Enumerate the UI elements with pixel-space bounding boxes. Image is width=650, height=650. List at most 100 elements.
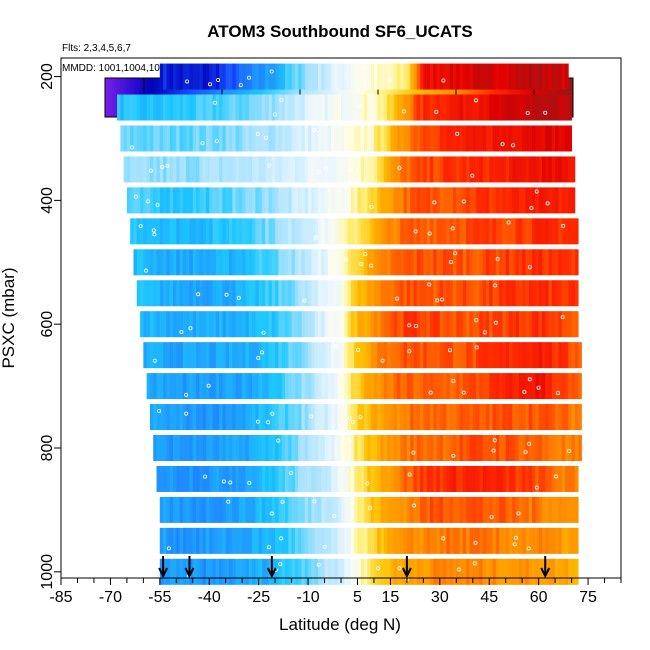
heatmap-cell bbox=[518, 404, 523, 431]
heatmap-cell bbox=[482, 249, 487, 276]
heatmap-cell bbox=[574, 249, 579, 276]
sample-marker bbox=[561, 223, 566, 228]
heatmap-cell bbox=[304, 527, 309, 554]
heatmap-cell bbox=[548, 125, 553, 152]
heatmap-cell bbox=[548, 527, 553, 554]
heatmap-cell bbox=[472, 496, 477, 523]
heatmap-cell bbox=[469, 373, 474, 400]
heatmap-cell bbox=[505, 187, 510, 214]
heatmap-cell bbox=[400, 218, 404, 245]
heatmap-cell bbox=[429, 527, 434, 554]
heatmap-cell bbox=[360, 156, 365, 183]
heatmap-cell bbox=[189, 63, 194, 90]
heatmap-cell bbox=[314, 249, 319, 276]
heatmap-cell bbox=[288, 527, 292, 554]
heatmap-cell bbox=[528, 94, 533, 121]
sample-marker bbox=[255, 419, 260, 424]
heatmap-cell bbox=[255, 218, 260, 245]
heatmap-cell bbox=[528, 373, 533, 400]
profile-arrow-head bbox=[266, 567, 277, 579]
heatmap-cell bbox=[163, 465, 167, 492]
heatmap-cell bbox=[367, 465, 372, 492]
sample-marker bbox=[527, 377, 532, 382]
heatmap-cell bbox=[209, 156, 213, 183]
heatmap-cell bbox=[541, 527, 546, 554]
sample-marker bbox=[397, 166, 402, 171]
heatmap-cell bbox=[321, 311, 325, 338]
heatmap-cell bbox=[558, 558, 563, 585]
heatmap-cell bbox=[146, 311, 151, 338]
heatmap-cell bbox=[334, 187, 339, 214]
heatmap-cell bbox=[202, 156, 207, 183]
sample-marker bbox=[350, 420, 355, 425]
heatmap-cell bbox=[222, 435, 227, 461]
heatmap-cell bbox=[387, 527, 391, 554]
heatmap-cell bbox=[281, 94, 286, 121]
heatmap-cell bbox=[532, 527, 536, 554]
heatmap-cell bbox=[176, 465, 180, 492]
heatmap-cell bbox=[568, 280, 572, 307]
heatmap-cell bbox=[275, 187, 279, 214]
heatmap-cell bbox=[298, 249, 302, 276]
heatmap-cell bbox=[406, 249, 411, 276]
heatmap-cell bbox=[443, 435, 447, 461]
heatmap-cell bbox=[479, 496, 484, 523]
heatmap-cell bbox=[288, 280, 292, 307]
heatmap-cell bbox=[541, 125, 546, 152]
heatmap-cell bbox=[443, 156, 447, 183]
heatmap-cell bbox=[314, 280, 319, 307]
heatmap-cell bbox=[568, 527, 572, 554]
heatmap-cell bbox=[209, 218, 213, 245]
heatmap-cell bbox=[186, 63, 190, 90]
heatmap-cell bbox=[321, 156, 325, 183]
heatmap-cell bbox=[232, 342, 236, 369]
heatmap-cell bbox=[476, 311, 480, 338]
heatmap-cell bbox=[393, 63, 398, 90]
heatmap-cell bbox=[426, 558, 431, 585]
heatmap-cell bbox=[354, 373, 358, 400]
heatmap-cell bbox=[574, 342, 579, 369]
heatmap-cell bbox=[482, 342, 487, 369]
heatmap-cell bbox=[509, 527, 513, 554]
heatmap-cell bbox=[472, 125, 477, 152]
heatmap-cell bbox=[205, 280, 210, 307]
heatmap-cell bbox=[397, 342, 401, 369]
heatmap-cell bbox=[429, 465, 434, 492]
heatmap-cell bbox=[429, 404, 434, 431]
profile-arrow-head bbox=[158, 567, 169, 579]
heatmap-cell bbox=[377, 125, 381, 152]
heatmap-cell bbox=[439, 125, 444, 152]
heatmap-cell bbox=[275, 373, 279, 400]
heatmap-cell bbox=[354, 435, 358, 461]
heatmap-cell bbox=[571, 187, 576, 214]
sample-marker bbox=[278, 562, 283, 567]
sample-marker bbox=[359, 261, 364, 266]
heatmap-cell bbox=[571, 156, 576, 183]
heatmap-cell bbox=[433, 94, 437, 121]
heatmap-cell bbox=[429, 311, 434, 338]
heatmap-cell bbox=[192, 249, 197, 276]
heatmap-cell bbox=[443, 527, 447, 554]
heatmap-cell bbox=[502, 94, 507, 121]
heatmap-cell bbox=[502, 435, 507, 461]
heatmap-cell bbox=[532, 280, 536, 307]
heatmap-cell bbox=[265, 156, 269, 183]
heatmap-cell bbox=[410, 373, 414, 400]
heatmap-cell bbox=[222, 404, 227, 431]
heatmap-cell bbox=[426, 496, 431, 523]
heatmap-cell bbox=[126, 187, 131, 214]
heatmap-cell bbox=[140, 280, 144, 307]
heatmap-cell bbox=[205, 342, 210, 369]
heatmap-cell bbox=[232, 527, 236, 554]
heatmap-cell bbox=[350, 187, 355, 214]
heatmap-cell bbox=[261, 342, 266, 369]
heatmap-cell bbox=[420, 249, 424, 276]
heatmap-cell bbox=[364, 435, 368, 461]
sample-marker bbox=[196, 292, 201, 297]
heatmap-cell bbox=[466, 496, 470, 523]
heatmap-cell bbox=[574, 311, 579, 338]
heatmap-cell bbox=[179, 156, 184, 183]
heatmap-cell bbox=[525, 465, 530, 492]
heatmap-cell bbox=[166, 373, 171, 400]
sample-marker bbox=[412, 503, 417, 508]
